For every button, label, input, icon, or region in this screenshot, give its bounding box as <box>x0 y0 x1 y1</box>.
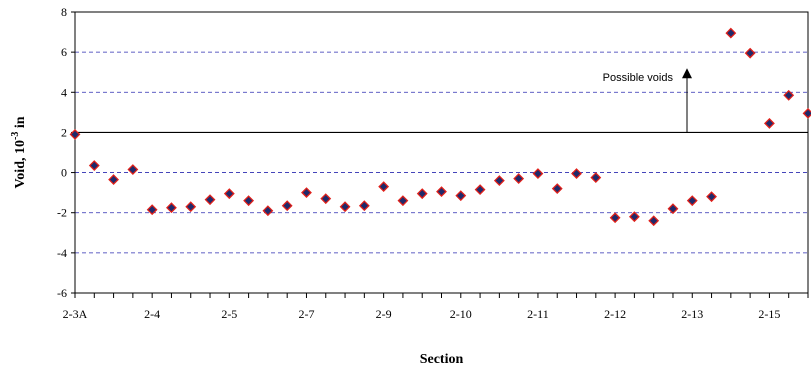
y-axis-title-unit: in <box>13 116 28 131</box>
y-tick-label: 0 <box>61 166 67 180</box>
x-axis: 2-3A 2-4 2-5 2-7 2-9 2-10 2-11 2-12 2-13 2-15 <box>63 293 809 321</box>
data-point <box>764 117 775 129</box>
data-point <box>648 215 660 227</box>
data-point <box>320 193 332 205</box>
data-point <box>571 168 582 179</box>
x-tick-label: 2-11 <box>527 307 549 321</box>
x-tick-label: 2-4 <box>144 307 160 321</box>
data-points <box>69 27 811 227</box>
plot-area-frame <box>74 11 809 294</box>
gridlines <box>75 51 808 254</box>
x-tick-label: 2-9 <box>376 307 392 321</box>
data-point <box>628 211 640 223</box>
data-point <box>783 89 795 101</box>
data-point <box>725 27 737 39</box>
data-point <box>744 47 756 59</box>
x-tick-label: 2-3A <box>63 307 88 321</box>
data-point <box>532 168 544 179</box>
data-point <box>281 200 293 212</box>
x-tick-label: 2-13 <box>681 307 703 321</box>
possible-voids-annotation: Possible voids <box>603 68 692 133</box>
data-point <box>493 175 505 187</box>
data-point <box>802 107 811 119</box>
data-point <box>127 164 139 175</box>
data-point <box>243 195 255 207</box>
x-tick-label: 2-7 <box>298 307 314 321</box>
data-point <box>358 200 370 212</box>
data-point <box>301 187 312 199</box>
y-tick-label: -4 <box>57 246 67 260</box>
data-point <box>513 173 525 185</box>
data-point <box>88 160 100 171</box>
data-point <box>706 191 717 203</box>
y-axis-title-exponent: -3 <box>10 132 21 140</box>
x-axis-title: Section <box>420 352 464 367</box>
data-point <box>378 181 390 193</box>
y-tick-label: 2 <box>61 125 67 139</box>
data-point <box>339 201 351 213</box>
data-point <box>223 188 235 200</box>
data-point <box>455 190 467 202</box>
data-point <box>609 212 621 224</box>
x-tick-label: 2-12 <box>604 307 626 321</box>
y-tick-label: 4 <box>61 85 67 99</box>
x-tick-label: 2-15 <box>758 307 780 321</box>
data-point <box>166 202 177 214</box>
data-point <box>262 205 274 217</box>
y-tick-label: 8 <box>61 5 67 19</box>
data-point <box>397 195 409 207</box>
y-axis-title-base: Void, 10 <box>13 140 28 189</box>
data-point <box>590 172 602 184</box>
data-point <box>108 174 119 186</box>
data-point <box>667 203 679 215</box>
y-tick-label: 6 <box>61 45 67 59</box>
data-point <box>185 201 197 213</box>
data-point <box>416 188 428 200</box>
data-point <box>146 204 158 216</box>
data-point <box>204 194 216 206</box>
data-point <box>474 184 486 196</box>
y-axis: -6 -4 -2 0 2 4 6 8 <box>57 5 75 300</box>
y-axis-title: Void, 10-3 in <box>10 116 28 188</box>
annotation-arrow-head-icon <box>682 68 692 79</box>
data-point <box>551 183 563 195</box>
data-point <box>69 129 81 140</box>
y-tick-label: -6 <box>57 286 67 300</box>
data-point <box>686 195 698 207</box>
y-tick-label: -2 <box>57 206 67 220</box>
data-point <box>436 186 447 198</box>
annotation-text: Possible voids <box>603 72 674 84</box>
x-tick-label: 2-10 <box>450 307 472 321</box>
x-tick-label: 2-5 <box>221 307 237 321</box>
